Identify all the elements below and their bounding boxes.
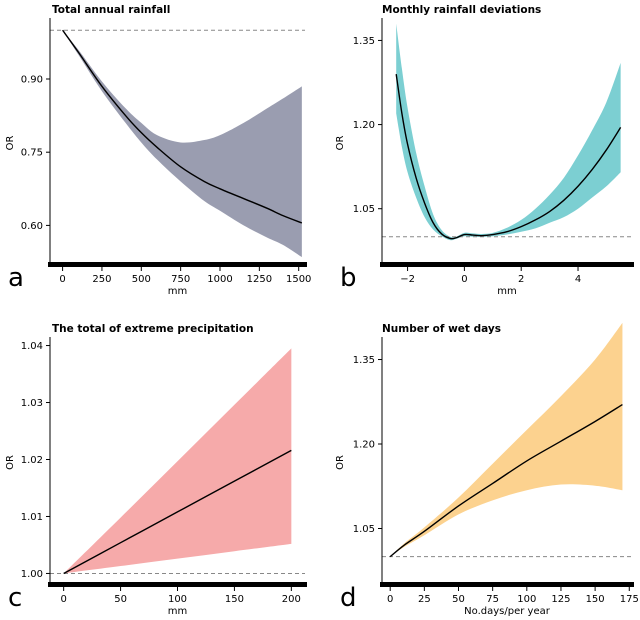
y-tick-label: 0.90: [21, 75, 43, 86]
x-tick-label: 75: [486, 594, 499, 605]
x-tick-label: 0: [60, 594, 66, 605]
y-tick-label: 0.75: [21, 148, 43, 159]
x-tick-label: 100: [168, 594, 187, 605]
confidence-band: [62, 30, 302, 258]
x-tick-label: 250: [92, 274, 111, 285]
x-axis-label: mm: [168, 606, 187, 617]
panel-b: 1.05 1.20 1.35 −2 0 2 4 Monthly rainfall deviat…: [335, 4, 634, 297]
x-axis-label: mm: [168, 286, 187, 297]
x-tick-label: 100: [517, 594, 536, 605]
panel-title: Number of wet days: [382, 323, 501, 335]
panel-title: Monthly rainfall deviations: [382, 4, 541, 16]
x-tick-label: 0: [387, 594, 393, 605]
x-axis-label: No.days/per year: [464, 606, 551, 617]
y-axis-label: OR: [335, 455, 346, 470]
x-axis-bar: [48, 582, 307, 587]
x-axis-bar: [380, 262, 634, 267]
x-tick-label: 2: [518, 274, 524, 285]
x-tick-label: 1500: [286, 274, 311, 285]
panel-d: 1.05 1.20 1.35 0 25 50 75 100 125 150 175 Number of…: [335, 322, 639, 617]
or-curve: [395, 73, 622, 240]
x-tick-label: 4: [575, 274, 581, 285]
x-tick-label: 200: [282, 594, 301, 605]
panel-c: 1.00 1.01 1.02 1.03 1.04 0 50 100 150 200 The tota…: [5, 323, 307, 617]
y-tick-label: 1.04: [21, 341, 43, 352]
panel-title: The total of extreme precipitation: [52, 323, 254, 335]
panel-letter: b: [340, 263, 357, 293]
y-axis-label: OR: [5, 136, 16, 151]
or-curve: [389, 403, 623, 558]
y-tick-label: 1.02: [21, 455, 43, 466]
x-tick-label: 150: [586, 594, 605, 605]
y-tick-label: 0.60: [21, 221, 43, 232]
y-tick-label: 1.05: [353, 204, 375, 215]
x-tick-label: 175: [620, 594, 639, 605]
x-tick-label: 125: [551, 594, 570, 605]
x-tick-label: 500: [132, 274, 151, 285]
x-tick-label: 1000: [207, 274, 232, 285]
x-tick-label: 0: [59, 274, 65, 285]
confidence-band: [396, 23, 621, 241]
y-tick-label: 1.35: [353, 36, 375, 47]
x-tick-label: 150: [225, 594, 244, 605]
x-tick-label: −2: [400, 274, 415, 285]
y-axis-label: OR: [5, 455, 16, 470]
x-tick-label: 25: [418, 594, 431, 605]
x-tick-label: 750: [171, 274, 190, 285]
y-tick-label: 1.20: [353, 120, 375, 131]
panel-letter: d: [340, 583, 357, 613]
panel-letter: c: [8, 583, 22, 613]
y-tick-label: 1.03: [21, 398, 43, 409]
y-tick-label: 1.20: [353, 440, 375, 451]
confidence-band: [390, 322, 623, 557]
panel-a: 0.60 0.75 0.90 0 250 500 750 1000 1250 1500 Total …: [5, 4, 311, 297]
y-tick-label: 1.01: [21, 512, 43, 523]
x-tick-label: 0: [461, 274, 467, 285]
x-tick-label: 50: [114, 594, 127, 605]
x-tick-label: 1250: [247, 274, 272, 285]
y-tick-label: 1.00: [21, 569, 43, 580]
x-axis-label: mm: [497, 286, 516, 297]
x-axis-bar: [380, 582, 634, 587]
or-curve: [62, 29, 303, 224]
or-curve: [63, 449, 292, 575]
y-tick-label: 1.35: [353, 355, 375, 366]
panel-title: Total annual rainfall: [52, 4, 170, 16]
y-axis-label: OR: [335, 136, 346, 151]
y-tick-label: 1.05: [353, 524, 375, 535]
panel-letter: a: [8, 263, 24, 293]
x-axis-bar: [48, 262, 307, 267]
confidence-band: [63, 348, 292, 574]
x-tick-label: 50: [452, 594, 465, 605]
